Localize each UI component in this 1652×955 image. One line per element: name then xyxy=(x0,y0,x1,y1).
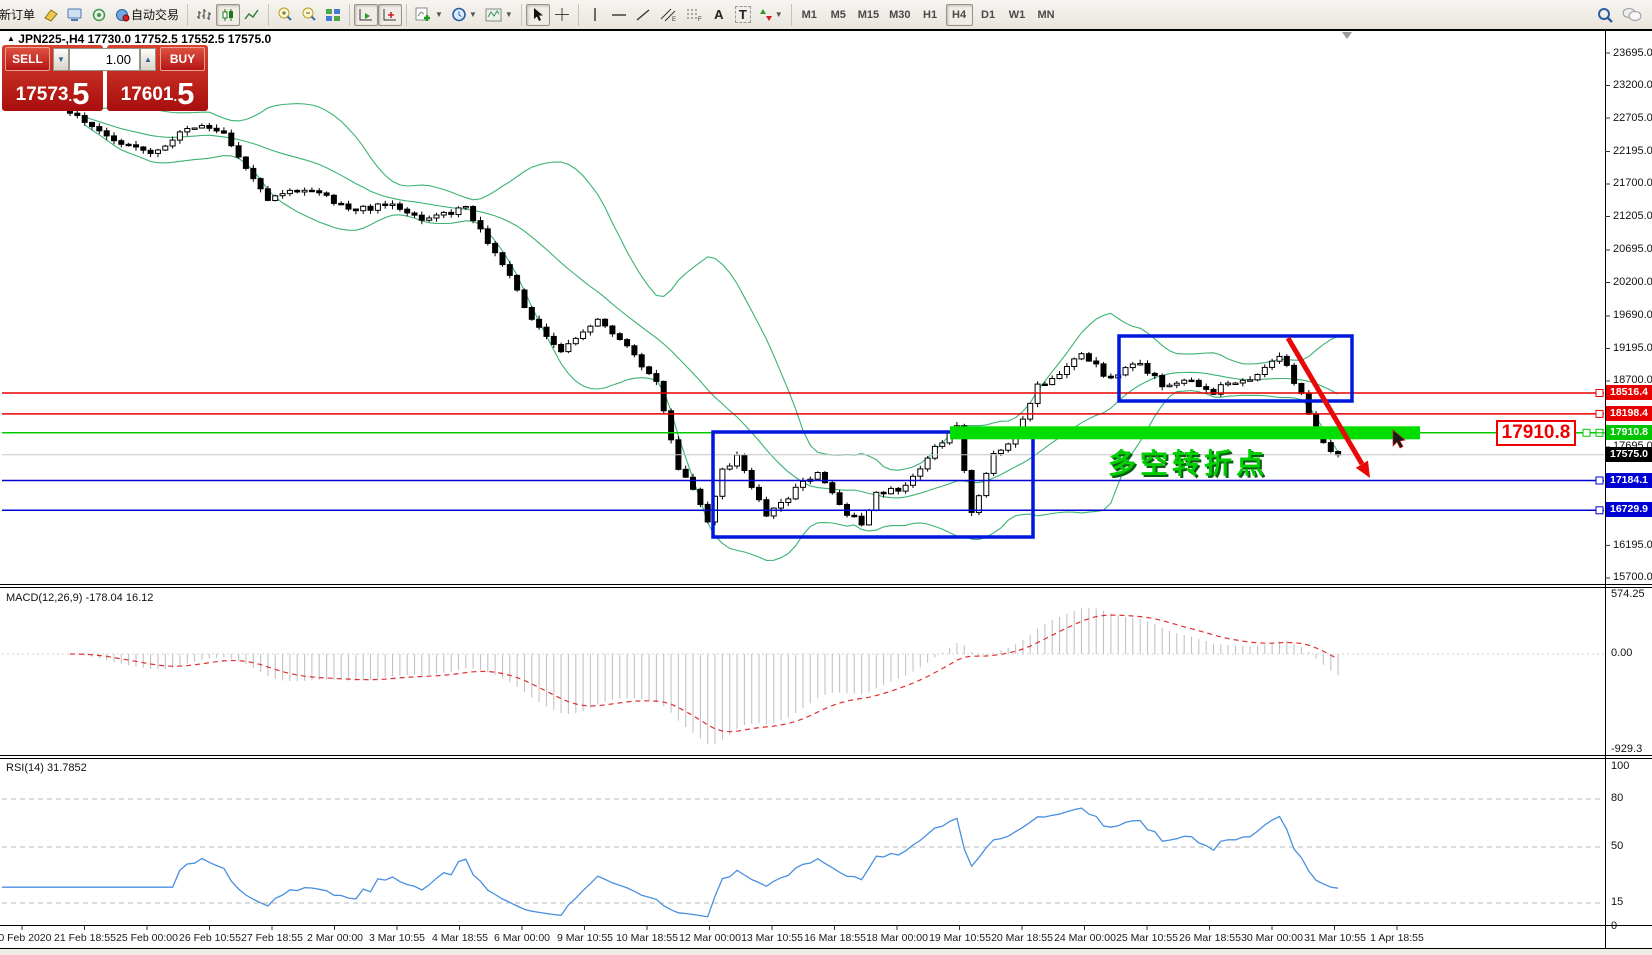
timeframe-mn[interactable]: MN xyxy=(1037,8,1055,21)
text-tool-icon[interactable]: A xyxy=(714,7,724,22)
order-pad-icon[interactable] xyxy=(39,4,63,26)
text-label-tool-icon[interactable]: T xyxy=(731,4,755,26)
panel-frame xyxy=(0,30,1652,955)
line-chart-mode-icon[interactable] xyxy=(240,4,264,26)
bar-chart-mode-icon[interactable] xyxy=(192,4,216,26)
templates-button[interactable]: ▼ xyxy=(481,4,517,26)
timeframe-m15[interactable]: M15 xyxy=(857,8,880,21)
volume-input[interactable]: 1.00 xyxy=(69,48,140,71)
main-toolbar: 新订单 自动交易 xyxy=(0,0,1652,30)
channel-tag: E xyxy=(672,17,676,22)
chart-title: ▲ JPN225-,H4 17730.0 17752.5 17552.5 175… xyxy=(7,32,271,46)
chart-shift-icon[interactable] xyxy=(378,3,403,26)
support-band xyxy=(950,426,1420,440)
chevron-down-icon: ▼ xyxy=(468,10,477,19)
chart-ohlc-values: 17730.0 17752.5 17552.5 17575.0 xyxy=(87,32,272,46)
consolidation-box xyxy=(1117,334,1354,403)
rsi-indicator xyxy=(2,798,1604,918)
sell-button[interactable]: SELL xyxy=(5,47,50,71)
fibonacci-tool-icon[interactable]: F xyxy=(681,4,707,26)
consolidation-box xyxy=(711,430,1035,539)
timeframe-m1[interactable]: M1 xyxy=(801,8,817,21)
auto-trading-button[interactable]: 自动交易 xyxy=(111,4,183,26)
horizontal-line-tool-icon[interactable] xyxy=(607,4,631,26)
auto-trading-icon xyxy=(115,8,131,22)
sell-arrow-head xyxy=(1355,460,1370,478)
timeframe-d1[interactable]: D1 xyxy=(981,8,996,21)
buy-button[interactable]: BUY xyxy=(160,47,205,71)
scroll-to-end-icon xyxy=(1342,32,1352,39)
sell-arrow xyxy=(1285,336,1365,466)
macd-indicator xyxy=(2,607,1604,744)
channel-tool-icon[interactable]: E xyxy=(655,4,681,26)
fibo-tag: F xyxy=(698,17,702,22)
auto-trading-label: 自动交易 xyxy=(131,8,180,22)
chevron-down-icon: ▼ xyxy=(774,10,783,19)
chevron-down-icon: ▼ xyxy=(504,10,513,19)
crosshair-tool-icon[interactable] xyxy=(550,4,574,26)
level-lines xyxy=(2,389,1604,515)
mouse-cursor-icon xyxy=(1392,429,1406,449)
cursor-tool-icon[interactable] xyxy=(525,3,550,26)
arrows-tool-icon[interactable]: ▼ xyxy=(755,4,787,26)
auto-scroll-icon[interactable] xyxy=(354,3,379,26)
timeframe-w1[interactable]: W1 xyxy=(1008,8,1026,21)
terminal-icon[interactable] xyxy=(63,4,87,26)
symbol-marker-icon: ▲ xyxy=(7,34,15,43)
timeframe-h1[interactable]: H1 xyxy=(923,8,938,21)
timeframe-group: M1 M5 M15 M30 H1 H4 D1 W1 MN xyxy=(796,3,1060,26)
signal-icon[interactable] xyxy=(87,4,111,26)
chart-drawings xyxy=(711,334,1605,539)
volume-decrease-button[interactable]: ▼ xyxy=(53,48,69,71)
timeframe-m5[interactable]: M5 xyxy=(830,8,846,21)
new-chart-button[interactable]: ▼ xyxy=(411,4,447,26)
turning-point-annotation: 多空转折点 xyxy=(1108,449,1269,480)
candlestick-mode-icon[interactable] xyxy=(216,3,241,26)
buy-price[interactable]: 17601. 5 xyxy=(120,76,195,111)
tile-windows-icon[interactable] xyxy=(321,4,345,26)
zoom-out-icon[interactable] xyxy=(297,4,321,26)
sell-price[interactable]: 17573. 5 xyxy=(15,76,90,111)
new-order-button[interactable]: 新订单 xyxy=(0,8,36,22)
search-icon[interactable] xyxy=(1593,4,1618,26)
trendline-tool-icon[interactable] xyxy=(631,4,655,26)
timeframe-h4[interactable]: H4 xyxy=(945,3,973,26)
chart-symbol: JPN225-,H4 xyxy=(18,32,85,46)
chat-icon[interactable] xyxy=(1618,4,1646,26)
zoom-in-icon[interactable] xyxy=(273,4,297,26)
price-flag-label[interactable]: 17910.8 xyxy=(1496,420,1576,446)
one-click-trading-panel: SELL ▼ 1.00 ▲ BUY 17573. 5 17601. 5 xyxy=(2,45,208,111)
timeframe-m30[interactable]: M30 xyxy=(889,8,911,21)
periods-button[interactable]: ▼ xyxy=(447,4,481,26)
vertical-line-tool-icon[interactable] xyxy=(583,4,607,26)
chevron-down-icon: ▼ xyxy=(435,10,443,19)
volume-increase-button[interactable]: ▲ xyxy=(140,48,156,71)
